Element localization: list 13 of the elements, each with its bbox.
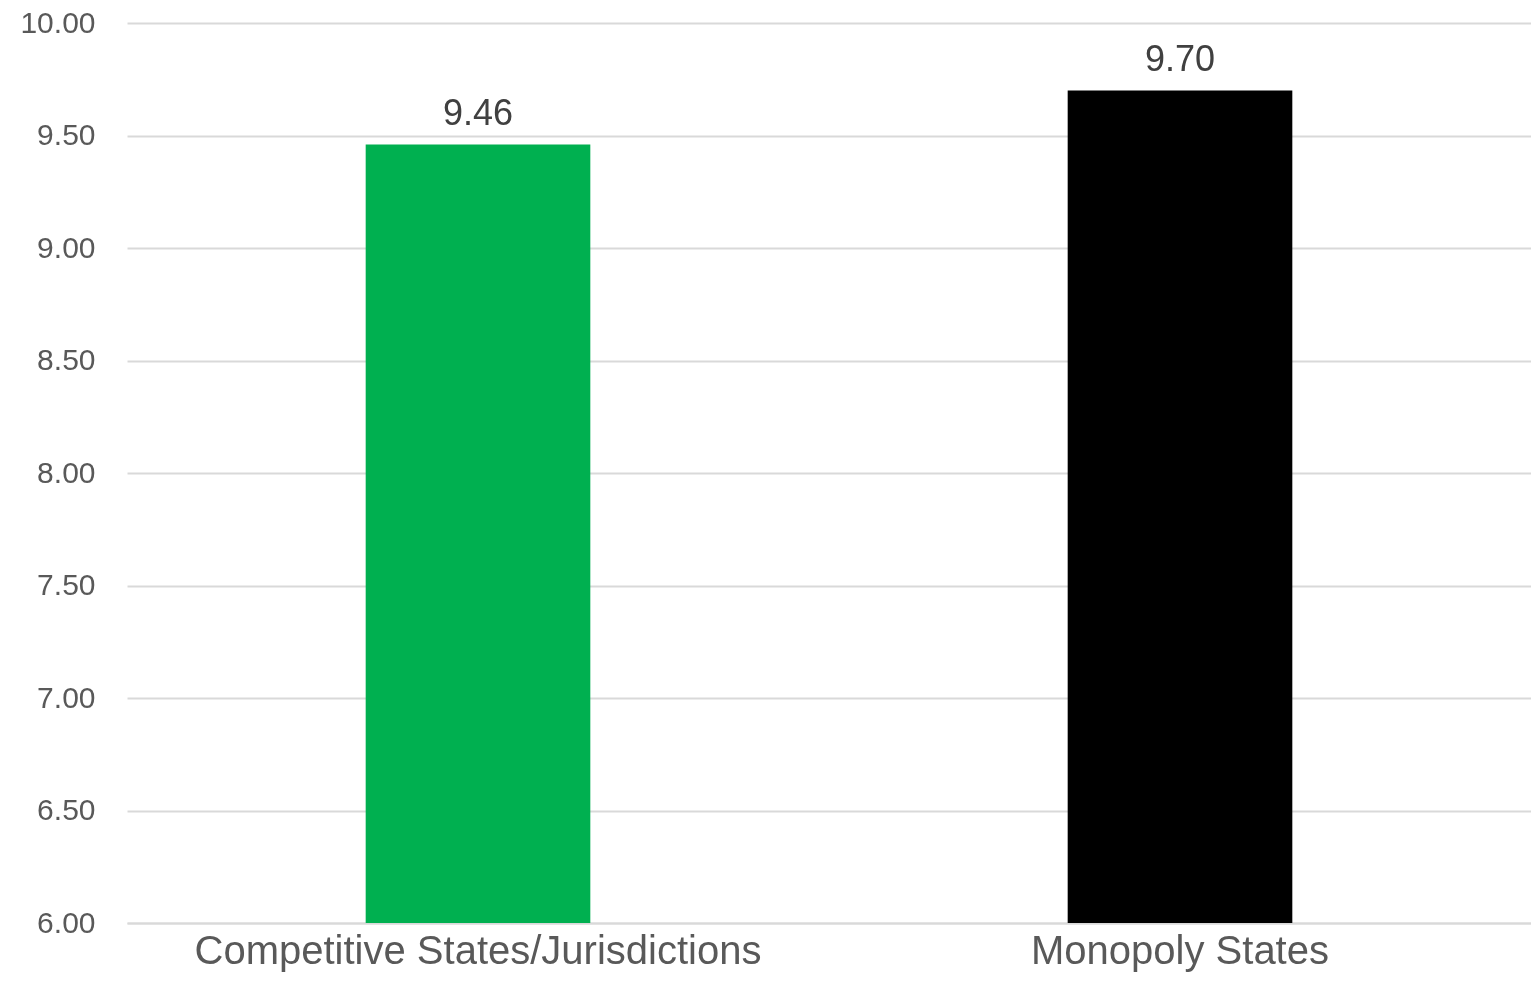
y-tick-label: 8.00	[37, 455, 96, 489]
x-tick-label: Monopoly States	[1031, 927, 1329, 972]
y-tick-label: 6.00	[37, 905, 96, 939]
x-tick-label: Competitive States/Jurisdictions	[194, 927, 762, 972]
data-label: 9.46	[442, 91, 514, 133]
y-tick-label: 6.50	[37, 793, 96, 826]
y-tick-label: 9.50	[37, 118, 96, 151]
y-tick-label: 10.00	[20, 5, 96, 39]
data-label: 9.70	[1144, 37, 1216, 79]
y-tick-label: 9.00	[37, 230, 96, 264]
y-tick-label: 7.50	[37, 568, 96, 601]
y-tick-label: 8.50	[37, 343, 96, 376]
y-tick-label: 7.00	[37, 680, 96, 714]
